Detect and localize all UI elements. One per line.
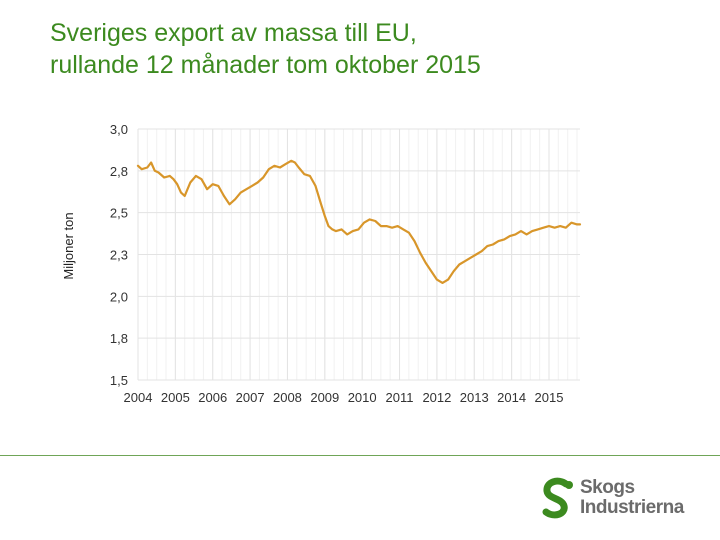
logo-line-2: Industrierna [580,497,684,518]
x-tick-label: 2008 [273,390,302,405]
chart-grid [137,128,580,381]
y-tick-label: 1,8 [110,331,128,346]
x-tick-label: 2009 [310,390,339,405]
x-tick-label: 2004 [124,390,153,405]
line-chart: 1,51,82,02,32,52,83,0 2004 2005 2006 2007 20… [61,122,582,405]
title-line-2: rullande 12 månader tom oktober 2015 [50,51,481,79]
y-tick-label: 3,0 [110,122,128,137]
x-tick-label: 2010 [348,390,377,405]
x-tick-label: 2007 [236,390,265,405]
slide-title: Sveriges export av massa till EU, rullan… [50,17,690,81]
logo-line-1: Skogs [580,477,635,498]
x-tick-label: 2011 [386,390,414,405]
x-tick-label: 2013 [460,390,489,405]
logo-leaf-icon [542,477,573,519]
y-tick-label: 1,5 [110,373,128,388]
x-tick-label: 2012 [422,390,451,405]
x-tick-label: 2005 [161,390,190,405]
y-tick-label: 2,5 [110,206,128,221]
y-axis-label: Miljoner ton [61,212,76,279]
series-line [136,159,582,284]
y-tick-label: 2,8 [110,164,128,179]
logo-text: Skogs Industrierna [580,478,684,518]
skogsindustrierna-logo: Skogs Industrierna [538,476,698,522]
x-tick-label: 2014 [497,390,526,405]
footer-divider [0,455,720,456]
y-tick-label: 2,0 [110,289,128,304]
y-tick-label: 2,3 [110,248,128,263]
title-line-1: Sveriges export av massa till EU, [50,19,417,47]
chart-series [136,159,582,284]
y-axis-ticks: 1,5 1,8 2,0 2,3 2,5 2,8 3,0 [110,122,128,388]
x-axis-ticks: 2004 2005 2006 2007 2008 2009 2010 2011 2012 2013… [124,390,564,405]
x-tick-label: 2006 [198,390,227,405]
x-tick-label: 2015 [535,390,564,405]
